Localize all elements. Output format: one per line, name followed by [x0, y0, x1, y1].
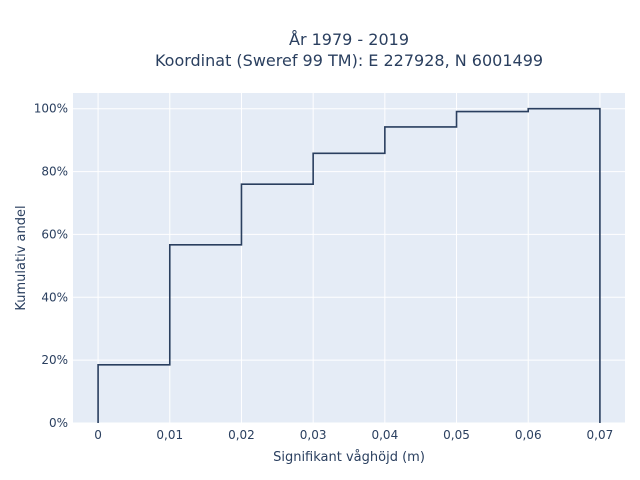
x-tick-label: 0,06: [515, 428, 542, 442]
plot-area: [73, 93, 625, 423]
x-tick-label: 0,04: [371, 428, 398, 442]
x-tick-label: 0,05: [443, 428, 470, 442]
chart-title-line-1: År 1979 - 2019: [289, 30, 409, 49]
y-tick-label: 60%: [41, 227, 68, 241]
y-axis-title: Kumulativ andel: [14, 205, 29, 310]
y-tick-label: 0%: [49, 416, 68, 430]
x-tick-labels: 0 0,01 0,02 0,03 0,04 0,05 0,06 0,07: [94, 428, 613, 442]
y-tick-label: 80%: [41, 165, 68, 179]
x-tick-label: 0: [94, 428, 102, 442]
cumulative-step-line: [97, 107, 601, 423]
chart-title-line-2: Koordinat (Sweref 99 TM): E 227928, N 60…: [155, 51, 543, 70]
y-tick-label: 20%: [41, 353, 68, 367]
y-tick-label: 40%: [41, 290, 68, 304]
y-tick-label: 100%: [34, 102, 68, 116]
x-tick-label: 0,02: [228, 428, 255, 442]
x-tick-label: 0,01: [156, 428, 183, 442]
x-tick-label: 0,03: [300, 428, 327, 442]
y-tick-labels: 0% 20% 40% 60% 80% 100%: [34, 102, 68, 430]
x-tick-label: 0,07: [587, 428, 614, 442]
x-axis-title: Signifikant våghöjd (m): [273, 450, 425, 465]
